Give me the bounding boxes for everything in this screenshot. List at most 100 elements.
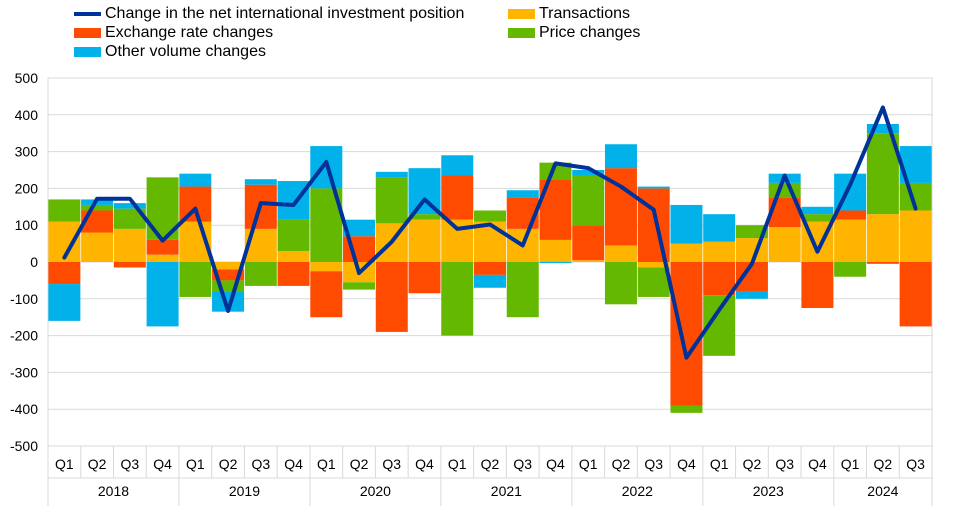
bar-other-volume-changes: [212, 291, 245, 312]
legend-item: Transactions: [508, 5, 630, 23]
y-tick-label: -100: [10, 291, 38, 307]
year-label: 2021: [491, 483, 522, 499]
bar-price-changes: [670, 405, 703, 413]
x-tick-label: Q2: [743, 456, 762, 472]
x-tick-label: Q4: [677, 456, 696, 472]
bar-transactions: [113, 228, 146, 262]
bar-other-volume-changes: [604, 144, 637, 169]
bar-price-changes: [539, 162, 572, 180]
legend-swatch: [508, 9, 535, 19]
bar-other-volume-changes: [441, 155, 474, 176]
bar-price-changes: [506, 262, 539, 318]
bar-exchange-rate-changes: [113, 262, 146, 268]
bar-exchange-rate-changes: [146, 239, 179, 255]
bar-other-volume-changes: [637, 186, 670, 189]
legend-label: Price changes: [539, 24, 641, 41]
bar-transactions: [81, 232, 114, 262]
bar-price-changes: [277, 219, 310, 251]
bar-transactions: [899, 210, 932, 262]
bar-transactions: [212, 262, 245, 270]
bar-exchange-rate-changes: [441, 175, 474, 220]
bar-other-volume-changes: [801, 206, 834, 215]
bar-exchange-rate-changes: [474, 262, 506, 275]
legend-item: Change in the net international investme…: [74, 5, 464, 23]
bar-transactions: [310, 262, 343, 272]
bar-other-volume-changes: [48, 284, 81, 321]
bar-transactions: [408, 219, 441, 262]
x-tick-label: Q1: [710, 456, 729, 472]
bar-other-volume-changes: [277, 181, 310, 220]
bar-price-changes: [768, 182, 801, 198]
bar-price-changes: [834, 262, 867, 277]
line-net-iip: [62, 105, 918, 360]
bar-transactions: [539, 239, 572, 262]
bar-transactions: [670, 243, 703, 262]
x-tick-label: Q1: [841, 456, 860, 472]
x-tick-label: Q4: [415, 456, 434, 472]
bar-other-volume-changes: [506, 190, 539, 198]
legend-swatch: [74, 28, 101, 38]
y-tick-label: -500: [10, 438, 38, 454]
bar-exchange-rate-changes: [408, 262, 441, 294]
bar-price-changes: [441, 262, 474, 336]
legend-label: Change in the net international investme…: [105, 5, 465, 22]
x-tick-label: Q1: [579, 456, 598, 472]
bar-transactions: [474, 221, 506, 262]
bar-exchange-rate-changes: [801, 262, 834, 308]
x-tick-label: Q3: [251, 456, 270, 472]
bar-exchange-rate-changes: [834, 210, 867, 220]
x-tick-label: Q3: [121, 456, 140, 472]
bar-exchange-rate-changes: [277, 262, 310, 286]
bar-exchange-rate-changes: [572, 225, 605, 261]
legend-label: Exchange rate changes: [105, 24, 274, 41]
bar-price-changes: [801, 214, 834, 222]
bar-other-volume-changes: [375, 171, 408, 178]
x-tick-label: Q3: [513, 456, 532, 472]
bar-transactions: [703, 241, 736, 262]
y-tick-label: 0: [30, 254, 38, 270]
x-tick-label: Q2: [350, 456, 369, 472]
bar-other-volume-changes: [670, 204, 703, 244]
bar-price-changes: [604, 262, 637, 305]
x-tick-label: Q2: [219, 456, 238, 472]
bar-exchange-rate-changes: [375, 262, 408, 332]
bar-price-changes: [244, 262, 277, 286]
x-tick-label: Q3: [775, 456, 794, 472]
year-label: 2023: [753, 483, 784, 499]
legend-swatch: [74, 47, 101, 57]
x-tick-label: Q2: [481, 456, 500, 472]
bar-price-changes: [81, 204, 114, 211]
y-tick-label: 300: [15, 144, 39, 160]
bar-exchange-rate-changes: [899, 262, 932, 327]
y-tick-label: 100: [15, 217, 39, 233]
x-tick-label: Q1: [186, 456, 205, 472]
bar-exchange-rate-changes: [703, 262, 736, 296]
bar-transactions: [572, 260, 605, 262]
legend-label: Transactions: [539, 5, 630, 22]
bar-exchange-rate-changes: [866, 262, 899, 264]
bar-other-volume-changes: [244, 179, 277, 185]
bar-exchange-rate-changes: [310, 271, 343, 318]
bar-other-volume-changes: [866, 124, 899, 134]
bar-transactions: [604, 245, 637, 262]
legend-item: Price changes: [508, 24, 640, 42]
year-label: 2019: [229, 483, 260, 499]
bar-other-volume-changes: [113, 203, 146, 209]
bar-other-volume-changes: [146, 262, 179, 327]
bar-exchange-rate-changes: [179, 186, 212, 222]
year-label: 2024: [867, 483, 898, 499]
bar-transactions: [146, 254, 179, 262]
bar-price-changes: [474, 210, 506, 222]
legend-swatch: [508, 28, 535, 38]
legend-item: Exchange rate changes: [74, 24, 273, 42]
x-tick-label: Q4: [808, 456, 827, 472]
bar-other-volume-changes: [343, 219, 376, 237]
bar-other-volume-changes: [703, 214, 736, 242]
bar-price-changes: [179, 262, 212, 297]
x-tick-label: Q1: [55, 456, 74, 472]
x-tick-label: Q3: [906, 456, 925, 472]
bar-other-volume-changes: [539, 262, 572, 264]
bar-transactions: [834, 219, 867, 262]
bar-price-changes: [375, 177, 408, 224]
